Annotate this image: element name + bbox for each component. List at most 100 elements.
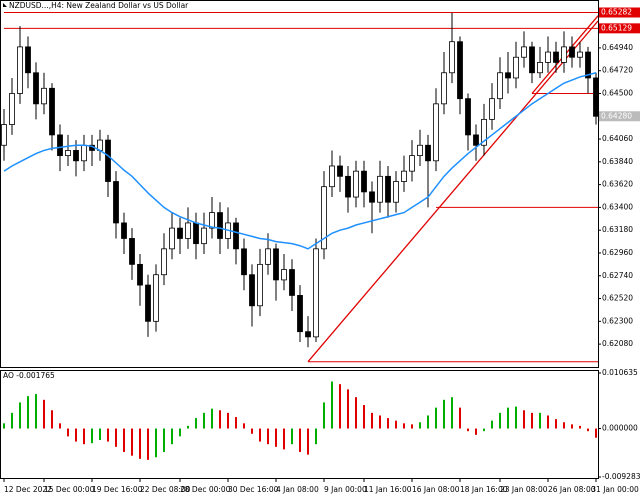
candle-body bbox=[489, 98, 495, 120]
x-tick-label: 4 Jan 08:00 bbox=[276, 485, 319, 494]
candle-body bbox=[209, 212, 215, 229]
candle-body bbox=[17, 46, 23, 94]
x-tick-label: 19 Dec 16:00 bbox=[92, 485, 143, 494]
x-tick-label: 22 Dec 08:00 bbox=[140, 485, 191, 494]
candle-body bbox=[25, 46, 31, 74]
candle-body bbox=[113, 181, 119, 224]
moving-average bbox=[3, 72, 597, 250]
chart-title: NZDUSD...,H4: New Zealand Dollar vs US D… bbox=[9, 1, 189, 10]
candle-body bbox=[409, 155, 415, 172]
x-tick-label: 15 Dec 00:00 bbox=[44, 485, 95, 494]
candle-body bbox=[449, 41, 455, 74]
candle-body bbox=[273, 248, 279, 281]
last-price-box bbox=[599, 111, 640, 122]
y-tick-label: 0.63180 bbox=[602, 225, 633, 234]
y-tick-label: 0.63400 bbox=[602, 202, 633, 211]
candle-body bbox=[177, 227, 183, 239]
candle-body bbox=[217, 212, 223, 239]
candle-body bbox=[329, 165, 335, 188]
level-label-box bbox=[599, 7, 640, 18]
candle-body bbox=[545, 51, 551, 63]
candle-body bbox=[49, 87, 55, 136]
x-tick-label: 31 Jan 00:00 bbox=[591, 485, 639, 494]
ao-panel bbox=[0, 370, 599, 479]
y-tick-label: 0.62520 bbox=[602, 294, 633, 303]
candle-body bbox=[241, 248, 247, 276]
candle-body bbox=[41, 87, 47, 105]
candle-body bbox=[417, 144, 423, 157]
x-tick-label: 9 Jan 00:00 bbox=[324, 485, 367, 494]
candle-body bbox=[249, 274, 255, 307]
candle-body bbox=[569, 46, 575, 58]
candle-body bbox=[473, 134, 479, 146]
candle-body bbox=[337, 165, 343, 177]
candle-body bbox=[201, 227, 207, 245]
candle-body bbox=[353, 170, 359, 198]
x-tick-label: 11 Jan 16:00 bbox=[364, 485, 412, 494]
candle-body bbox=[425, 144, 431, 162]
candle-body bbox=[433, 103, 439, 162]
candle-body bbox=[233, 222, 239, 250]
candle-body bbox=[505, 72, 511, 79]
y-tick-label: 0.63620 bbox=[602, 180, 633, 189]
trendline bbox=[307, 20, 599, 363]
level-label: 0.65282 bbox=[601, 7, 632, 16]
candle-body bbox=[65, 150, 71, 157]
candle-body bbox=[465, 98, 471, 136]
x-tick-label: 16 Jan 08:00 bbox=[412, 485, 460, 494]
candle-body bbox=[137, 263, 143, 286]
candle-body bbox=[377, 175, 383, 203]
candle-body bbox=[481, 118, 487, 146]
y-tick-label: 0.63840 bbox=[602, 157, 633, 166]
candle-body bbox=[441, 72, 447, 105]
x-tick-label: 30 Dec 16:00 bbox=[228, 485, 279, 494]
candle-body bbox=[369, 191, 375, 203]
candle-body bbox=[81, 144, 87, 162]
y-tick-label: 0.62960 bbox=[602, 248, 633, 257]
x-tick-label: 18 Jan 16:00 bbox=[460, 485, 508, 494]
last-price-label: 0.64280 bbox=[601, 111, 632, 120]
candle-body bbox=[537, 62, 543, 74]
y-tick-label: 0.64060 bbox=[602, 134, 633, 143]
candle-body bbox=[553, 51, 559, 63]
y-tick-label: 0.62080 bbox=[602, 339, 633, 348]
candle-body bbox=[457, 41, 463, 100]
candle-body bbox=[105, 139, 111, 182]
candle-body bbox=[1, 124, 7, 146]
candle-body bbox=[297, 295, 303, 333]
candle-body bbox=[9, 93, 15, 125]
candle-body bbox=[281, 269, 287, 281]
x-tick-label: 28 Dec 00:00 bbox=[180, 485, 231, 494]
candle-body bbox=[121, 222, 127, 239]
y-tick-label: 0.64720 bbox=[602, 66, 633, 75]
candle-body bbox=[577, 51, 583, 58]
candle-body bbox=[513, 56, 519, 79]
candle-body bbox=[521, 46, 527, 58]
y-tick-label: 0.62740 bbox=[602, 271, 633, 280]
candle-body bbox=[321, 186, 327, 250]
candle-body bbox=[145, 284, 151, 322]
y-tick-label: 0.62300 bbox=[602, 316, 633, 325]
level-label: 0.65129 bbox=[601, 23, 632, 32]
candle-body bbox=[385, 175, 391, 203]
x-tick-label: 26 Jan 08:00 bbox=[548, 485, 596, 494]
candle-body bbox=[57, 134, 63, 157]
candle-body bbox=[585, 51, 591, 79]
ao-tick-label: 0.010635 bbox=[602, 368, 638, 377]
candle-body bbox=[305, 331, 311, 338]
candle-body bbox=[497, 72, 503, 100]
title-icon bbox=[3, 3, 7, 7]
candle-body bbox=[33, 72, 39, 105]
candle-body bbox=[529, 46, 535, 74]
candle-body bbox=[257, 263, 263, 307]
x-tick-label: 23 Jan 08:00 bbox=[500, 485, 548, 494]
candle-body bbox=[153, 274, 159, 322]
y-tick-label: 0.64940 bbox=[602, 43, 633, 52]
ao-title: AO -0.001765 bbox=[3, 371, 55, 380]
ao-tick-label: -0.009283 bbox=[602, 472, 640, 481]
candle-body bbox=[401, 170, 407, 182]
candle-body bbox=[313, 248, 319, 338]
x-tick-label: 12 Dec 2022 bbox=[4, 485, 52, 494]
candle-body bbox=[161, 248, 167, 276]
